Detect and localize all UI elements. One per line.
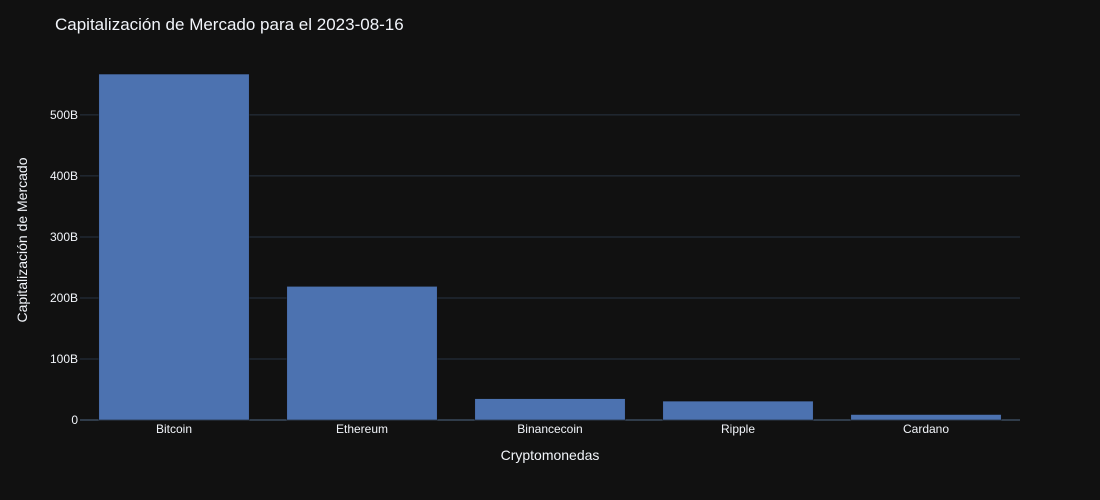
- y-tick-label: 200B: [50, 291, 78, 305]
- bar-ripple[interactable]: [662, 400, 814, 421]
- y-tick-label: 400B: [50, 169, 78, 183]
- x-tick-label: Cardano: [903, 422, 949, 436]
- y-tick-label: 100B: [50, 352, 78, 366]
- x-tick-label: Binancecoin: [517, 422, 582, 436]
- bar-binancecoin[interactable]: [474, 398, 626, 421]
- y-axis-title: Capitalización de Mercado: [14, 157, 30, 322]
- y-tick-label: 0: [71, 413, 78, 427]
- x-tick-label: Ripple: [721, 422, 755, 436]
- x-axis-title: Cryptomonedas: [501, 447, 600, 463]
- bar-ethereum[interactable]: [286, 286, 438, 421]
- x-axis-ticks: Bitcoin Ethereum Binancecoin Ripple Cardano: [156, 422, 949, 436]
- chart-title: Capitalización de Mercado para el 2023-0…: [55, 15, 404, 34]
- bar-bitcoin[interactable]: [98, 73, 250, 421]
- x-tick-label: Bitcoin: [156, 422, 192, 436]
- bars: [98, 73, 1002, 421]
- y-tick-label: 500B: [50, 108, 78, 122]
- y-axis-ticks: 0 100B 200B 300B 400B 500B: [50, 108, 78, 427]
- x-tick-label: Ethereum: [336, 422, 388, 436]
- bar-cardano[interactable]: [850, 414, 1002, 421]
- y-tick-label: 300B: [50, 230, 78, 244]
